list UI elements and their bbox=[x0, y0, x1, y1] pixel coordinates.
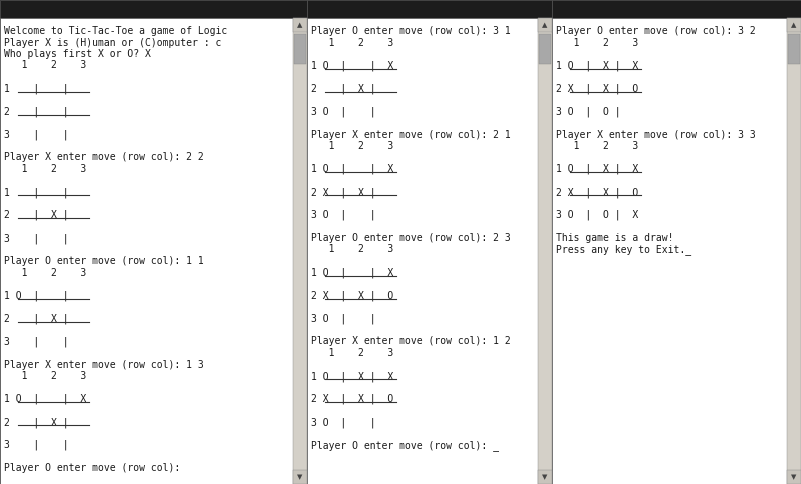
Text: 2    |  X |: 2 | X | bbox=[4, 314, 69, 324]
Text: 1    2    3: 1 2 3 bbox=[311, 37, 393, 47]
Bar bbox=[787, 18, 801, 32]
Text: 1    2    3: 1 2 3 bbox=[4, 164, 87, 174]
Text: 2    |  X |: 2 | X | bbox=[4, 210, 69, 221]
Text: ▲: ▲ bbox=[791, 22, 797, 28]
Text: 2    |    |: 2 | | bbox=[4, 106, 69, 117]
Text: 2 X  |  X |  O: 2 X | X | O bbox=[556, 84, 638, 94]
Text: 1    2    3: 1 2 3 bbox=[311, 244, 393, 255]
Bar bbox=[307, 18, 552, 484]
Text: 1 O  |    |  X: 1 O | | X bbox=[311, 60, 393, 71]
Text: 3 O  |  O |  X: 3 O | O | X bbox=[556, 210, 638, 221]
Bar bbox=[552, 0, 801, 18]
Bar bbox=[538, 18, 552, 32]
Text: 1 O  |    |: 1 O | | bbox=[4, 290, 69, 301]
Bar bbox=[539, 34, 551, 64]
Text: Who plays first X or O? X: Who plays first X or O? X bbox=[4, 49, 151, 59]
Text: Player X enter move (row col): 1 2: Player X enter move (row col): 1 2 bbox=[311, 336, 511, 347]
Text: ▼: ▼ bbox=[297, 474, 303, 480]
Text: 1    2    3: 1 2 3 bbox=[4, 371, 87, 381]
Text: Player X enter move (row col): 1 3: Player X enter move (row col): 1 3 bbox=[4, 360, 203, 369]
Text: Player X enter move (row col): 2 2: Player X enter move (row col): 2 2 bbox=[4, 152, 203, 163]
Text: 1 O  |    |  X: 1 O | | X bbox=[311, 268, 393, 278]
Text: 1 O  |  X |  X: 1 O | X | X bbox=[556, 60, 638, 71]
Text: 1    2    3: 1 2 3 bbox=[311, 141, 393, 151]
Bar bbox=[293, 18, 307, 484]
Text: 3 O  |    |: 3 O | | bbox=[311, 210, 376, 221]
Text: 2    |  X |: 2 | X | bbox=[4, 417, 69, 427]
Bar bbox=[0, 0, 307, 18]
Bar bbox=[552, 18, 801, 484]
Bar bbox=[787, 470, 801, 484]
Text: Player O enter move (row col): 3 2: Player O enter move (row col): 3 2 bbox=[556, 26, 756, 36]
Text: 3    |    |: 3 | | bbox=[4, 440, 69, 451]
Text: 2 X  |  X |  O: 2 X | X | O bbox=[311, 290, 393, 301]
Text: ▼: ▼ bbox=[791, 474, 797, 480]
Bar bbox=[787, 18, 801, 484]
Text: 1    2    3: 1 2 3 bbox=[556, 37, 638, 47]
Text: Press any key to Exit._: Press any key to Exit._ bbox=[556, 244, 691, 256]
Text: 1    |    |: 1 | | bbox=[4, 84, 69, 94]
Text: Player O enter move (row col): 3 1: Player O enter move (row col): 3 1 bbox=[311, 26, 511, 36]
Text: Player O enter move (row col): 1 1: Player O enter move (row col): 1 1 bbox=[4, 256, 203, 266]
Text: 3 O  |  O |: 3 O | O | bbox=[556, 106, 621, 117]
Text: 2 X  |  X |  O: 2 X | X | O bbox=[311, 394, 393, 405]
Text: Player X enter move (row col): 2 1: Player X enter move (row col): 2 1 bbox=[311, 130, 511, 139]
Text: 1    2    3: 1 2 3 bbox=[4, 268, 87, 277]
Text: 1    2    3: 1 2 3 bbox=[556, 141, 638, 151]
Text: 2 X  |  X |  O: 2 X | X | O bbox=[556, 187, 638, 197]
Text: 1    2    3: 1 2 3 bbox=[4, 60, 87, 71]
Text: ▼: ▼ bbox=[542, 474, 548, 480]
Text: 2 X  |  X |: 2 X | X | bbox=[311, 187, 376, 197]
Bar bbox=[538, 18, 552, 484]
Bar bbox=[788, 34, 800, 64]
Text: 1 O  |    |  X: 1 O | | X bbox=[4, 394, 87, 405]
Text: Player O enter move (row col):: Player O enter move (row col): bbox=[4, 463, 180, 473]
Text: 3 O  |    |: 3 O | | bbox=[311, 314, 376, 324]
Text: Player O enter move (row col): 2 3: Player O enter move (row col): 2 3 bbox=[311, 233, 511, 243]
Bar bbox=[538, 470, 552, 484]
Text: 1    |    |: 1 | | bbox=[4, 187, 69, 197]
Text: 1 O  |  X |  X: 1 O | X | X bbox=[311, 371, 393, 381]
Bar bbox=[307, 0, 552, 18]
Text: 1    2    3: 1 2 3 bbox=[311, 348, 393, 358]
Bar bbox=[293, 470, 307, 484]
Text: 3    |    |: 3 | | bbox=[4, 336, 69, 347]
Text: 3    |    |: 3 | | bbox=[4, 130, 69, 140]
Text: 1 O  |    |  X: 1 O | | X bbox=[311, 164, 393, 175]
Text: Welcome to Tic-Tac-Toe a game of Logic: Welcome to Tic-Tac-Toe a game of Logic bbox=[4, 26, 227, 36]
Text: Player X enter move (row col): 3 3: Player X enter move (row col): 3 3 bbox=[556, 130, 756, 139]
Text: ▲: ▲ bbox=[297, 22, 303, 28]
Bar bbox=[0, 18, 307, 484]
Bar bbox=[293, 18, 307, 32]
Text: 1 O  |  X |  X: 1 O | X | X bbox=[556, 164, 638, 175]
Text: ▲: ▲ bbox=[542, 22, 548, 28]
Text: 3 O  |    |: 3 O | | bbox=[311, 106, 376, 117]
Text: 3 O  |    |: 3 O | | bbox=[311, 417, 376, 427]
Text: 2    |  X |: 2 | X | bbox=[311, 84, 376, 94]
Text: 3    |    |: 3 | | bbox=[4, 233, 69, 243]
Text: This game is a draw!: This game is a draw! bbox=[556, 233, 674, 243]
Bar bbox=[294, 34, 306, 64]
Text: Player X is (H)uman or (C)omputer : c: Player X is (H)uman or (C)omputer : c bbox=[4, 37, 221, 47]
Text: Player O enter move (row col): _: Player O enter move (row col): _ bbox=[311, 440, 499, 451]
